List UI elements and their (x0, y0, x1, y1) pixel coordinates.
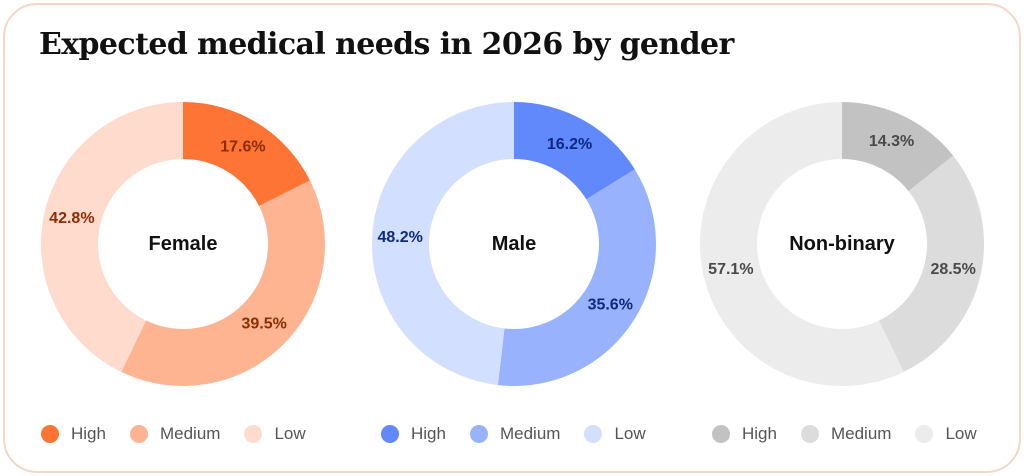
legend-label-high: High (71, 424, 106, 443)
slice-low (700, 102, 904, 387)
legend-female: High Medium Low (41, 420, 306, 448)
legend-swatch-high (381, 425, 399, 443)
legend-label-medium: Medium (830, 424, 892, 443)
donut-female: 17.6% 39.5% 42.8% Female (41, 102, 325, 386)
slice-label-high: 16.2% (547, 136, 592, 153)
legend-swatch-low (915, 425, 934, 443)
legend-male: High Medium Low (381, 420, 646, 448)
slice-label-low: 57.1% (708, 261, 753, 278)
donut-male: 16.2% 35.6% 48.2% Male (371, 102, 656, 386)
legend-item-medium: Medium (800, 424, 892, 444)
legend-item-low: Low (244, 424, 306, 444)
slice-label-high: 17.6% (220, 139, 265, 156)
slice-medium (121, 180, 325, 386)
legend-swatch-low (244, 425, 263, 443)
slice-medium (497, 169, 656, 386)
legend-label-high: High (411, 424, 446, 443)
center-label: Male (492, 233, 536, 255)
center-label: Non-binary (789, 233, 895, 255)
slice-label-medium: 39.5% (241, 316, 286, 333)
legend-item-high: High (712, 424, 777, 444)
slice-medium (878, 155, 985, 372)
legend-swatch-medium (800, 425, 819, 443)
legend-item-high: High (381, 424, 446, 444)
legend-item-medium: Medium (469, 424, 561, 444)
slice-label-medium: 35.6% (588, 297, 633, 314)
slice-high (183, 102, 310, 206)
legend-item-low: Low (915, 424, 977, 444)
legend-swatch-high (712, 425, 730, 443)
slice-label-high: 14.3% (869, 133, 914, 150)
legend-swatch-medium (469, 425, 488, 443)
legend-non-binary: High Medium Low (712, 420, 977, 448)
chart-title: Expected medical needs in 2026 by gender (39, 27, 734, 62)
legend-swatch-low (584, 425, 603, 443)
legend-item-high: High (41, 424, 106, 444)
legend-label-low: Low (614, 424, 646, 443)
slice-low (371, 102, 514, 386)
legend-label-medium: Medium (499, 424, 561, 443)
slice-high (842, 102, 954, 192)
slice-high (514, 102, 635, 200)
donut-non-binary: 14.3% 28.5% 57.1% Non-binary (700, 102, 985, 387)
slice-label-low: 42.8% (49, 210, 94, 227)
legend-label-low: Low (274, 424, 306, 443)
legend-label-low: Low (945, 424, 977, 443)
legend-swatch-medium (129, 425, 148, 443)
slice-label-medium: 28.5% (930, 261, 975, 278)
slice-label-low: 48.2% (377, 229, 422, 246)
legend-label-high: High (742, 424, 777, 443)
slice-low (41, 102, 183, 372)
legend-item-medium: Medium (129, 424, 221, 444)
center-label: Female (149, 233, 218, 255)
legend-label-medium: Medium (159, 424, 221, 443)
chart-card (3, 3, 1021, 473)
legend-swatch-high (41, 425, 59, 443)
legend-item-low: Low (584, 424, 646, 444)
